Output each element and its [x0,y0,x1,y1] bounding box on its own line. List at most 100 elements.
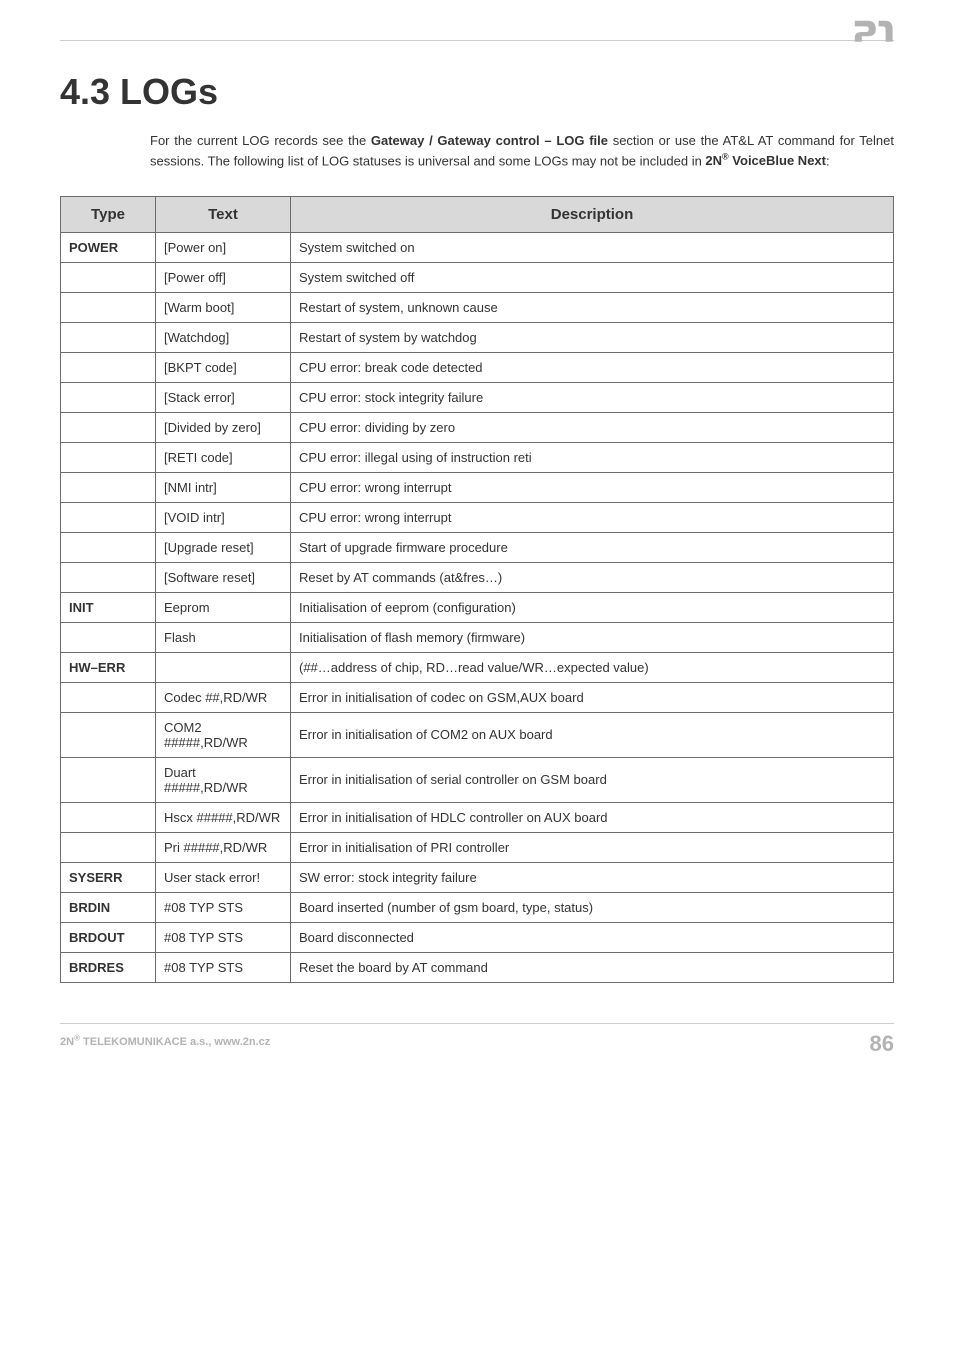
cell-description: Error in initialisation of HDLC controll… [291,802,894,832]
cell-text [156,652,291,682]
cell-description: Reset by AT commands (at&fres…) [291,562,894,592]
cell-text: Pri #####,RD/WR [156,832,291,862]
table-row: BRDIN#08 TYP STSBoard inserted (number o… [61,892,894,922]
cell-text: [Watchdog] [156,322,291,352]
table-row: BRDRES#08 TYP STSReset the board by AT c… [61,952,894,982]
intro-text-1: For the current LOG records see the [150,133,371,148]
cell-text: [VOID intr] [156,502,291,532]
cell-description: CPU error: stock integrity failure [291,382,894,412]
table-row: [Upgrade reset]Start of upgrade firmware… [61,532,894,562]
cell-type [61,412,156,442]
table-body: POWER[Power on]System switched on[Power … [61,232,894,982]
logs-table: Type Text Description POWER[Power on]Sys… [60,196,894,983]
col-header-type: Type [61,196,156,232]
cell-text: COM2 #####,RD/WR [156,712,291,757]
table-row: [Warm boot]Restart of system, unknown ca… [61,292,894,322]
cell-description: CPU error: wrong interrupt [291,502,894,532]
table-header-row: Type Text Description [61,196,894,232]
page-title: 4.3 LOGs [60,71,894,113]
table-row: [Watchdog]Restart of system by watchdog [61,322,894,352]
cell-description: Board inserted (number of gsm board, typ… [291,892,894,922]
cell-description: SW error: stock integrity failure [291,862,894,892]
cell-description: Error in initialisation of serial contro… [291,757,894,802]
cell-text: Duart #####,RD/WR [156,757,291,802]
table-row: [Stack error]CPU error: stock integrity … [61,382,894,412]
footer-divider [60,1023,894,1024]
table-row: [Divided by zero]CPU error: dividing by … [61,412,894,442]
cell-type [61,502,156,532]
table-row: [BKPT code]CPU error: break code detecte… [61,352,894,382]
cell-description: Initialisation of eeprom (configuration) [291,592,894,622]
cell-type [61,382,156,412]
cell-type [61,532,156,562]
cell-description: System switched on [291,232,894,262]
cell-type: INIT [61,592,156,622]
cell-type [61,262,156,292]
table-row: [RETI code]CPU error: illegal using of i… [61,442,894,472]
cell-text: #08 TYP STS [156,952,291,982]
table-row: Codec ##,RD/WRError in initialisation of… [61,682,894,712]
cell-type [61,832,156,862]
cell-description: (##…address of chip, RD…read value/WR…ex… [291,652,894,682]
cell-description: Error in initialisation of COM2 on AUX b… [291,712,894,757]
table-row: [Software reset]Reset by AT commands (at… [61,562,894,592]
table-row: HW–ERR(##…address of chip, RD…read value… [61,652,894,682]
col-header-text: Text [156,196,291,232]
cell-description: Board disconnected [291,922,894,952]
cell-description: CPU error: illegal using of instruction … [291,442,894,472]
cell-type: BRDOUT [61,922,156,952]
table-row: [NMI intr]CPU error: wrong interrupt [61,472,894,502]
cell-description: System switched off [291,262,894,292]
header-divider [60,40,894,41]
cell-type: BRDRES [61,952,156,982]
intro-bold-2: 2N® VoiceBlue Next [705,153,826,168]
cell-description: CPU error: break code detected [291,352,894,382]
footer-text: 2N® TELEKOMUNIKACE a.s., www.2n.cz [60,1036,270,1048]
cell-text: Hscx #####,RD/WR [156,802,291,832]
table-row: FlashInitialisation of flash memory (fir… [61,622,894,652]
cell-description: Error in initialisation of codec on GSM,… [291,682,894,712]
cell-type: POWER [61,232,156,262]
cell-text: Flash [156,622,291,652]
cell-type [61,472,156,502]
table-row: COM2 #####,RD/WRError in initialisation … [61,712,894,757]
cell-type [61,622,156,652]
col-header-description: Description [291,196,894,232]
cell-description: Initialisation of flash memory (firmware… [291,622,894,652]
table-row: SYSERRUser stack error!SW error: stock i… [61,862,894,892]
cell-text: Codec ##,RD/WR [156,682,291,712]
cell-text: [Upgrade reset] [156,532,291,562]
logo-icon [852,18,894,51]
cell-description: Restart of system, unknown cause [291,292,894,322]
page-number: 86 [870,1031,894,1057]
cell-text: [RETI code] [156,442,291,472]
cell-type: SYSERR [61,862,156,892]
table-row: Pri #####,RD/WRError in initialisation o… [61,832,894,862]
table-row: INITEepromInitialisation of eeprom (conf… [61,592,894,622]
cell-type [61,442,156,472]
cell-type [61,682,156,712]
cell-description: Reset the board by AT command [291,952,894,982]
cell-text: #08 TYP STS [156,922,291,952]
cell-text: [Stack error] [156,382,291,412]
intro-bold-1: Gateway / Gateway control – LOG file [371,133,608,148]
table-row: [Power off]System switched off [61,262,894,292]
table-row: BRDOUT#08 TYP STSBoard disconnected [61,922,894,952]
table-row: POWER[Power on]System switched on [61,232,894,262]
cell-type [61,757,156,802]
page-footer: 2N® TELEKOMUNIKACE a.s., www.2n.cz 86 [60,1023,894,1050]
cell-type: BRDIN [61,892,156,922]
cell-type [61,712,156,757]
cell-type [61,562,156,592]
cell-type [61,802,156,832]
table-row: [VOID intr]CPU error: wrong interrupt [61,502,894,532]
cell-type [61,292,156,322]
cell-text: [Software reset] [156,562,291,592]
cell-text: [Warm boot] [156,292,291,322]
cell-description: Start of upgrade firmware procedure [291,532,894,562]
cell-text: [NMI intr] [156,472,291,502]
table-row: Duart #####,RD/WRError in initialisation… [61,757,894,802]
cell-description: Error in initialisation of PRI controlle… [291,832,894,862]
cell-text: Eeprom [156,592,291,622]
table-row: Hscx #####,RD/WRError in initialisation … [61,802,894,832]
